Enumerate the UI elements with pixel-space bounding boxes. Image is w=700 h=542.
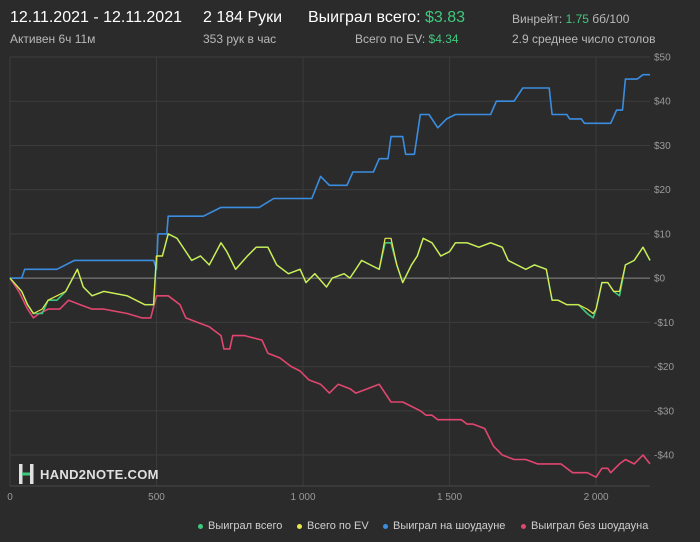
active-time: Активен 6ч 11м	[10, 32, 96, 46]
y-tick-label: $50	[654, 53, 671, 64]
series-line-0	[10, 73, 650, 279]
legend-dot	[521, 523, 526, 529]
avg-tables: 2.9 среднее число столов	[512, 32, 656, 46]
won-total-label: Выиграл всего:	[308, 9, 421, 26]
logo-text: HAND2NOTE.COM	[40, 467, 159, 482]
winrate-value: 1.75	[565, 12, 589, 26]
legend-item-showdown[interactable]: Выиграл на шоудауне	[383, 520, 505, 532]
winrate-unit: бб/100	[592, 12, 630, 26]
hands-per-hour: 353 рук в час	[203, 32, 277, 46]
x-tick-label: 1 500	[437, 492, 462, 503]
legend-item-non-showdown[interactable]: Выиграл без шоудауна	[521, 520, 648, 532]
y-tick-label: -$30	[654, 406, 674, 417]
y-tick-label: $20	[654, 185, 671, 196]
stats-header: 12.11.2021 - 12.11.2021 Активен 6ч 11м 2…	[0, 0, 700, 50]
series-line-3	[9, 277, 651, 478]
legend-dot	[198, 523, 203, 529]
y-tick-label: $10	[654, 229, 671, 240]
legend-item-won-total[interactable]: Выиграл всего	[198, 520, 282, 532]
ev-total: Всего по EV: $4.34	[355, 32, 459, 46]
legend-item-ev-total[interactable]: Всего по EV	[297, 520, 369, 532]
legend-dot	[297, 523, 302, 529]
legend-label: Выиграл на шоудауне	[393, 520, 506, 532]
winrate: Винрейт: 1.75 бб/100	[512, 12, 629, 26]
ev-total-value: $4.34	[428, 32, 459, 46]
y-tick-label: -$20	[654, 362, 674, 373]
y-tick-label: -$40	[654, 451, 674, 462]
plot-area	[10, 57, 650, 486]
y-tick-label: $0	[654, 274, 666, 285]
y-tick-label: -$10	[654, 318, 674, 329]
chart-legend: Выиграл всего Всего по EV Выиграл на шоу…	[0, 516, 700, 536]
x-tick-label: 500	[148, 492, 165, 503]
won-total-value: $3.83	[425, 9, 466, 26]
date-range: 12.11.2021 - 12.11.2021	[10, 9, 182, 26]
series-line-2	[9, 233, 651, 315]
logo-mark-icon	[19, 464, 34, 484]
x-tick-label: 2 000	[584, 492, 609, 503]
y-tick-label: $40	[654, 97, 671, 108]
y-tick-label: $30	[654, 141, 671, 152]
x-tick-label: 1 000	[291, 492, 316, 503]
won-total: Выиграл всего: $3.83	[308, 9, 465, 27]
legend-label: Всего по EV	[307, 520, 369, 532]
legend-label: Выиграл без шоудауна	[531, 520, 649, 532]
winrate-label: Винрейт:	[512, 12, 563, 26]
hands-count: 2 184 Руки	[203, 9, 283, 26]
ev-total-label: Всего по EV:	[355, 32, 426, 46]
legend-label: Выиграл всего	[208, 520, 283, 532]
legend-dot	[383, 523, 388, 529]
x-tick-label: 0	[7, 492, 13, 503]
